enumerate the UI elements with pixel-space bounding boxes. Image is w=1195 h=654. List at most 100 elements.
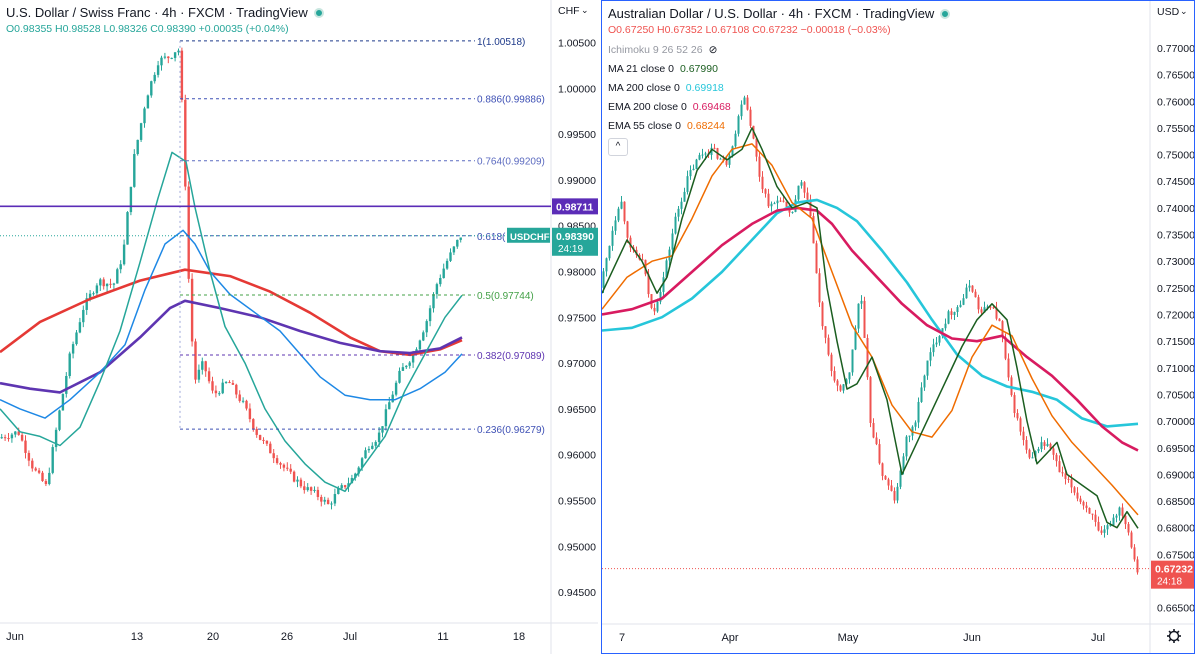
candle-body: [1061, 472, 1064, 474]
candle-body: [116, 269, 119, 284]
overlay-ema-55: [0, 229, 463, 419]
candle-body: [445, 260, 449, 269]
indicator-ma21[interactable]: MA 21 close 0 0.67990: [608, 63, 718, 75]
candle-body: [896, 486, 899, 501]
candle-body: [1052, 448, 1055, 455]
gear-tooth: [1176, 638, 1180, 642]
candle-body: [275, 458, 279, 464]
time-tick-label: Jul: [1091, 632, 1105, 644]
usdchf-chart[interactable]: 1.005001.000000.995000.990000.985000.980…: [0, 0, 598, 654]
candle-body: [374, 442, 377, 446]
candle-body: [686, 176, 689, 192]
indicator-ichimoku[interactable]: Ichimoku 9 26 52 26 ⊘: [608, 44, 718, 56]
candle-body: [773, 203, 776, 205]
candle-body: [289, 468, 292, 472]
candle-body: [611, 230, 614, 246]
candle-body: [68, 353, 71, 377]
candle-body: [629, 237, 632, 248]
candle-body: [953, 311, 956, 315]
candle-body: [1025, 440, 1028, 450]
candle-body: [890, 485, 893, 491]
candle-body: [442, 268, 445, 279]
candle-body: [61, 393, 65, 411]
candle-body: [845, 379, 848, 385]
candle-body: [968, 285, 971, 288]
candle-body: [818, 273, 821, 303]
price-tick-label: 0.75000: [1157, 150, 1195, 162]
candle-body: [827, 337, 830, 355]
candle-body: [1103, 529, 1106, 533]
candle-body: [617, 208, 620, 221]
candle-body: [743, 97, 746, 105]
candle-body: [432, 294, 435, 309]
candle-body: [971, 285, 974, 292]
indicator-ma200[interactable]: MA 200 close 0 0.69918: [608, 82, 724, 94]
audusd-chart[interactable]: 0.77000 0.76500 0.76000 0.75500 0.75000 0.745…: [602, 1, 1195, 654]
last-price-value: 0.98390: [556, 231, 594, 243]
candle-body: [78, 322, 82, 333]
candle-body: [857, 303, 860, 329]
candle-body: [641, 259, 644, 261]
candle-body: [1028, 449, 1031, 458]
candle-body: [1100, 530, 1103, 533]
price-tick-label: 0.72000: [1157, 310, 1195, 322]
candle-body: [692, 168, 695, 171]
candle-body: [309, 487, 313, 491]
indicator-ema55[interactable]: EMA 55 close 0 0.68244: [608, 120, 725, 132]
candle-body: [279, 463, 282, 465]
indicator-ema200[interactable]: EMA 200 close 0 0.69468: [608, 101, 731, 113]
candle-body: [1082, 501, 1085, 506]
gear-icon[interactable]: [1167, 629, 1181, 643]
price-tick-label: 0.96500: [558, 404, 596, 416]
price-tick-label: 0.96000: [558, 450, 596, 462]
candle-body: [231, 383, 235, 385]
candle-body: [704, 153, 707, 155]
price-tick-label: 0.76000: [1157, 96, 1195, 108]
candle-body: [143, 108, 146, 124]
candle-body: [854, 328, 857, 350]
candle-body: [980, 309, 983, 313]
candle-body: [1118, 507, 1121, 516]
symbol-tag-bg: [507, 227, 550, 243]
candle-body: [734, 133, 737, 147]
candle-body: [184, 99, 187, 187]
fib-level-label: 0.764(0.99209): [477, 157, 545, 168]
time-axis: 7 Apr May Jun Jul: [619, 632, 1105, 644]
candle-body: [360, 458, 364, 468]
candle-body: [418, 340, 422, 350]
candle-body: [947, 311, 950, 324]
candle-body: [626, 221, 629, 238]
candle-body: [878, 444, 881, 464]
candle-body: [235, 384, 238, 395]
time-tick-label: Apr: [721, 632, 738, 644]
candle-body: [695, 159, 698, 169]
candle-body: [719, 158, 722, 160]
candle-body: [20, 434, 24, 441]
candle-body: [194, 341, 197, 380]
candle-body: [767, 193, 770, 207]
eye-hidden-icon[interactable]: ⊘: [708, 44, 718, 56]
price-tick-label: 1.00000: [558, 83, 596, 95]
candle-body: [337, 488, 340, 494]
candle-body: [1049, 443, 1052, 449]
price-axis: 0.77000 0.76500 0.76000 0.75500 0.75000 0.745…: [1157, 6, 1195, 615]
fibonacci-retracement: 1(1.00518) 0.886(0.99886) 0.764(0.99209) 0.…: [179, 37, 545, 436]
collapse-legend-button[interactable]: ^: [608, 138, 628, 156]
candle-body: [665, 260, 668, 278]
candle-body: [54, 429, 58, 448]
candle-body: [292, 471, 296, 482]
candle-body: [65, 376, 68, 394]
candle-body: [126, 212, 129, 245]
usdchf-chart-pane[interactable]: 1.00500 1.00000 0.99500 0.99000 0.98500 0.980…: [0, 0, 598, 654]
candle-body: [1112, 517, 1115, 526]
candle-body: [728, 155, 731, 165]
candle-body: [452, 246, 456, 253]
candle-body: [956, 307, 959, 312]
audusd-chart-pane[interactable]: 0.77000 0.76500 0.76000 0.75500 0.75000 0.745…: [601, 0, 1195, 654]
candle-body: [779, 200, 782, 202]
candle-body: [88, 293, 92, 299]
candle-body: [167, 56, 170, 59]
candle-body: [923, 375, 926, 388]
candle-body: [1064, 473, 1067, 479]
price-tick-label: 0.71500: [1157, 336, 1195, 348]
